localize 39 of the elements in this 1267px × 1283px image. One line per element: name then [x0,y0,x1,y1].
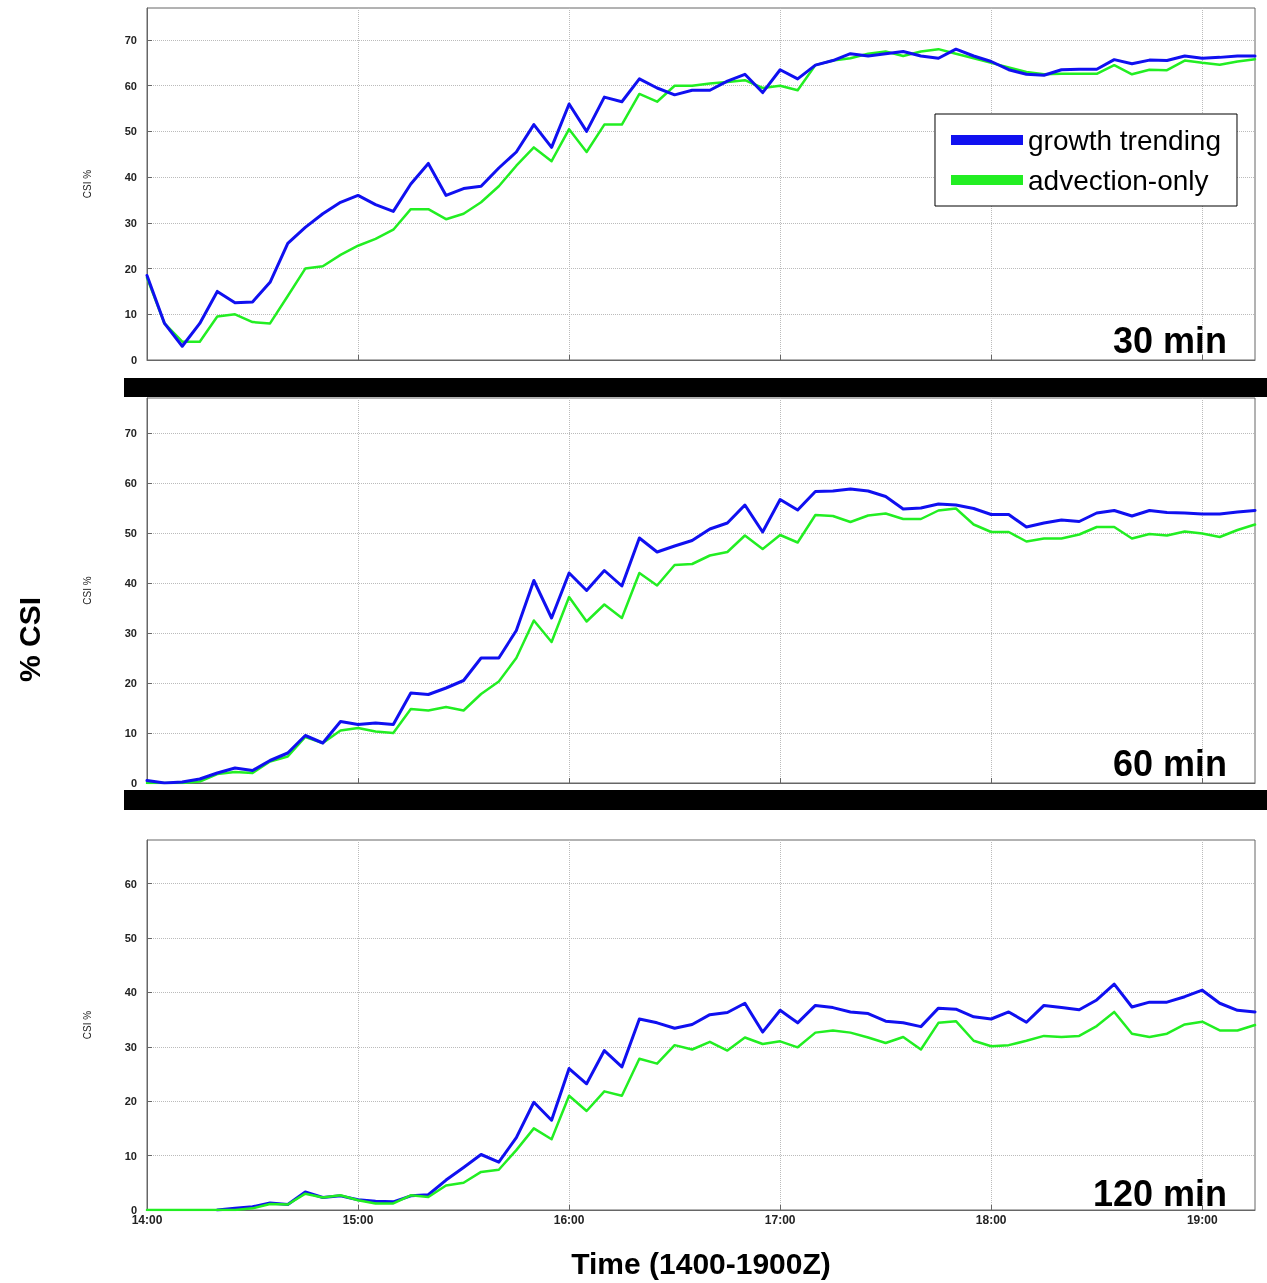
y-axis-title: CSI % [81,169,93,199]
y-axis-title: CSI % [81,1010,93,1040]
y-tick-label: 0 [130,354,137,366]
y-tick-label: 50 [124,527,137,539]
y-tick-label: 10 [124,1149,137,1162]
y-tick-label: 50 [124,931,137,944]
x-tick-label: 15:00 [342,1213,374,1227]
y-tick-label: 40 [124,171,137,184]
y-tick-label: 0 [130,777,137,789]
legend-label: advection-only [1027,164,1209,196]
x-tick-label: 16:00 [553,1213,585,1227]
annotation: 120 min [1092,1172,1228,1214]
y-tick-label: 10 [124,308,137,321]
x-tick-label: 17:00 [764,1213,796,1227]
y-tick-label: 0 [130,1204,137,1216]
y-tick-label: 60 [124,877,137,890]
x-tick-label: 19:00 [1186,1213,1218,1227]
y-tick-label: 60 [124,477,137,489]
y-tick-label: 30 [124,1040,137,1053]
y-tick-label: 50 [124,125,137,138]
legend-label: growth trending [1027,124,1222,156]
y-tick-label: 30 [124,216,137,229]
annotation: 30 min [1112,319,1227,361]
text: % CSI [12,596,46,683]
x-axis-title: Time (1400-1900Z) [571,1246,831,1280]
y-tick-label: 70 [124,427,137,439]
y-axis-title: CSI % [81,576,93,605]
y-tick-label: 30 [124,627,137,639]
x-tick-label: 18:00 [975,1213,1007,1227]
y-tick-label: 20 [124,1095,137,1108]
y-tick-label: 10 [124,727,137,739]
x-tick-label: 14:00 [131,1213,163,1227]
annotation: 60 min [1112,742,1227,784]
y-tick-label: 40 [124,577,137,589]
y-tick-label: 20 [124,677,137,689]
y-tick-label: 60 [124,79,137,92]
y-tick-label: 70 [124,34,137,46]
y-tick-label: 20 [124,262,137,275]
y-tick-label: 40 [124,986,137,999]
